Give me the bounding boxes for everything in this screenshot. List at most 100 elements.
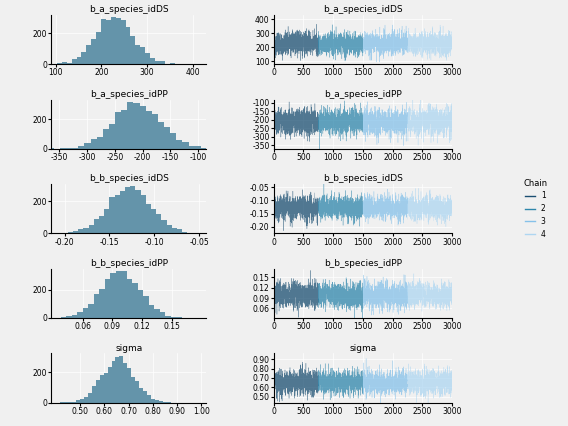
Title: sigma: sigma — [115, 344, 143, 353]
Bar — [130, 187, 135, 233]
Bar — [143, 391, 147, 403]
Title: b_a_species_idDS: b_a_species_idDS — [323, 5, 403, 14]
Bar — [161, 220, 166, 233]
Bar — [111, 17, 116, 64]
Bar — [146, 111, 152, 149]
Bar — [156, 213, 161, 233]
Bar — [68, 402, 72, 403]
Bar — [140, 106, 146, 149]
Title: b_a_species_idPP: b_a_species_idPP — [324, 90, 402, 99]
Title: b_b_species_idDS: b_b_species_idDS — [89, 174, 169, 183]
Bar — [57, 63, 62, 64]
Bar — [154, 309, 160, 318]
Bar — [77, 57, 81, 64]
Bar — [159, 401, 163, 403]
Bar — [143, 296, 149, 318]
Bar — [189, 146, 195, 149]
Bar — [80, 400, 84, 403]
Bar — [127, 279, 132, 318]
Bar — [103, 374, 107, 403]
Bar — [72, 148, 78, 149]
Bar — [96, 32, 101, 64]
Bar — [123, 363, 127, 403]
Bar — [61, 317, 66, 318]
Bar — [66, 316, 72, 318]
Bar — [163, 402, 167, 403]
Bar — [111, 361, 115, 403]
Bar — [88, 305, 94, 318]
Bar — [60, 148, 66, 149]
Bar — [109, 124, 115, 149]
Bar — [78, 146, 85, 149]
Bar — [105, 279, 110, 318]
Title: b_b_species_idPP: b_b_species_idPP — [324, 259, 402, 268]
Bar — [158, 122, 164, 149]
Bar — [160, 312, 165, 318]
Bar — [99, 289, 105, 318]
Bar — [68, 232, 73, 233]
Bar — [48, 148, 54, 149]
Bar — [147, 395, 151, 403]
Bar — [176, 141, 182, 149]
Bar — [127, 368, 131, 403]
Bar — [166, 225, 172, 233]
Bar — [125, 187, 130, 233]
Bar — [171, 317, 176, 318]
Title: b_b_species_idPP: b_b_species_idPP — [90, 259, 168, 268]
Title: b_b_species_idDS: b_b_species_idDS — [323, 174, 403, 183]
Title: b_a_species_idDS: b_a_species_idDS — [89, 5, 169, 14]
Bar — [150, 58, 155, 64]
Bar — [81, 52, 86, 64]
Bar — [101, 20, 106, 64]
Bar — [120, 20, 126, 64]
Bar — [126, 26, 131, 64]
Bar — [110, 196, 115, 233]
Bar — [133, 103, 140, 149]
Bar — [116, 271, 121, 318]
Bar — [172, 228, 177, 233]
Bar — [92, 386, 96, 403]
Legend: 1, 2, 3, 4: 1, 2, 3, 4 — [524, 178, 548, 239]
Bar — [103, 130, 109, 149]
Bar — [94, 294, 99, 318]
Bar — [146, 204, 151, 233]
Bar — [149, 305, 154, 318]
Bar — [52, 63, 57, 64]
Bar — [160, 61, 165, 64]
Bar — [110, 273, 116, 318]
Bar — [107, 366, 111, 403]
Bar — [105, 209, 110, 233]
Bar — [82, 308, 88, 318]
Bar — [97, 137, 103, 149]
Bar — [170, 63, 174, 64]
Bar — [155, 61, 160, 64]
Bar — [100, 375, 103, 403]
Bar — [115, 195, 120, 233]
Bar — [135, 45, 140, 64]
Bar — [72, 59, 77, 64]
Bar — [66, 63, 72, 64]
Bar — [127, 102, 133, 149]
Bar — [76, 400, 80, 403]
Bar — [170, 133, 176, 149]
Bar — [155, 400, 159, 403]
Bar — [116, 18, 120, 64]
Bar — [62, 62, 66, 64]
Bar — [119, 356, 123, 403]
Bar — [141, 195, 146, 233]
Bar — [91, 39, 96, 64]
Title: sigma: sigma — [349, 344, 377, 353]
Bar — [131, 377, 135, 403]
Bar — [182, 142, 189, 149]
Bar — [72, 315, 77, 318]
Bar — [135, 381, 139, 403]
Bar — [66, 148, 72, 149]
Bar — [77, 312, 82, 318]
Bar — [83, 228, 89, 233]
Bar — [131, 36, 135, 64]
Bar — [137, 291, 143, 318]
Bar — [99, 216, 105, 233]
Bar — [115, 112, 121, 149]
Bar — [195, 146, 201, 149]
Bar — [201, 148, 207, 149]
